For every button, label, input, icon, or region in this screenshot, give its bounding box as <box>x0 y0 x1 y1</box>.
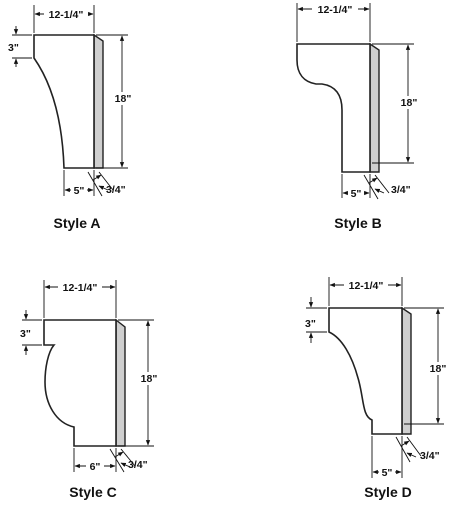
style-a-thickness-label: 3/4" <box>106 184 126 196</box>
style-d-width-label: 12-1/4" <box>349 280 384 292</box>
style-d-bottom-label: 5" <box>382 467 393 479</box>
style-c-bottom-label: 6" <box>90 461 101 473</box>
style-d-title: Style D <box>364 484 411 500</box>
style-a-group: 12-1/4" 18" 3" 5" 3/4" Style A <box>8 5 136 231</box>
style-c-top-label: 3" <box>20 328 31 340</box>
style-c-width-label: 12-1/4" <box>63 282 98 294</box>
style-c-title: Style C <box>69 484 116 500</box>
style-a-title: Style A <box>54 215 101 231</box>
style-d-corbel-outline <box>328 307 403 435</box>
style-b-bottom-label: 5" <box>351 188 362 200</box>
style-a-top-label: 3" <box>8 42 19 54</box>
style-c-height-label: 18" <box>141 373 158 385</box>
style-c-corbel-outline <box>43 319 117 447</box>
style-b-side-face <box>369 42 380 173</box>
style-a-bottom-label: 5" <box>74 185 85 197</box>
style-b-thickness-label: 3/4" <box>391 184 411 196</box>
style-b-height-label: 18" <box>401 97 418 109</box>
style-d-top-label: 3" <box>305 318 316 330</box>
style-d-group: 12-1/4" 18" 3" 5" 3/4" Style D <box>305 277 450 500</box>
style-d-thickness-label: 3/4" <box>420 450 440 462</box>
style-a-height-label: 18" <box>115 93 132 105</box>
style-b-width-label: 12-1/4" <box>318 4 353 16</box>
style-b-title: Style B <box>334 215 381 231</box>
style-d-height-label: 18" <box>430 363 447 375</box>
style-a-corbel-outline <box>33 34 95 169</box>
style-b-corbel-outline <box>296 43 371 173</box>
style-c-group: 12-1/4" 18" 3" 6" 3/4" Style C <box>20 280 162 500</box>
style-d-side-face <box>401 306 412 435</box>
style-c-thickness-label: 3/4" <box>128 459 148 471</box>
style-b-group: 12-1/4" 18" 5" 3/4" Style B <box>296 3 422 231</box>
style-c-side-face <box>115 318 126 447</box>
style-a-width-label: 12-1/4" <box>49 9 84 21</box>
style-a-side-face <box>93 33 104 169</box>
